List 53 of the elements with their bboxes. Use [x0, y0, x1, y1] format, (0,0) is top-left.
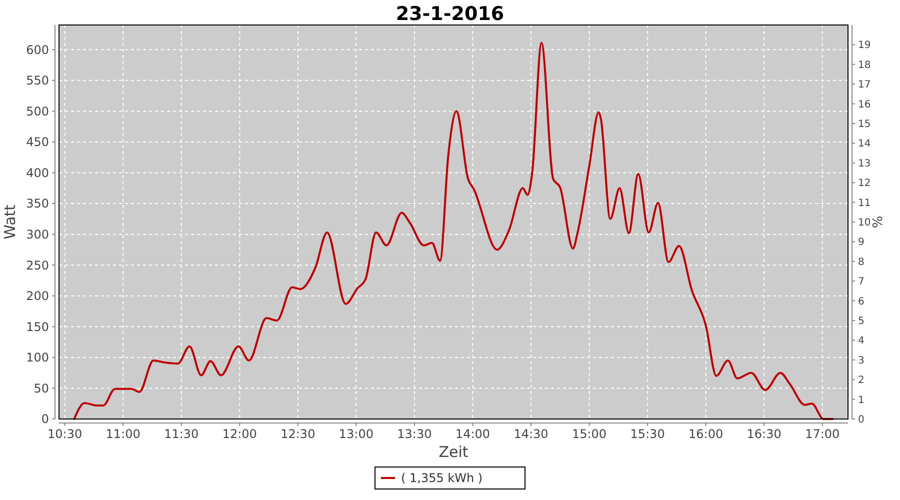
y-tick-label: 150 [26, 320, 49, 334]
y2-tick-label: 10 [858, 218, 871, 228]
x-tick-label: 11:30 [164, 427, 199, 441]
x-tick-label: 13:00 [338, 427, 374, 441]
y-tick-label: 200 [26, 289, 49, 304]
chart-title: 23-1-2016 [396, 3, 504, 25]
y2-tick-label: 17 [858, 80, 871, 91]
y2-tick-label: 7 [858, 276, 864, 288]
y-tick-label: 400 [26, 166, 49, 180]
y2-tick-label: 5 [858, 316, 864, 327]
x-tick-label: 17:00 [805, 427, 840, 441]
y2-tick-label: 9 [858, 237, 864, 248]
y-tick-label: 550 [26, 74, 49, 88]
y2-tick-label: 8 [858, 256, 864, 268]
x-tick-label: 15:30 [630, 427, 665, 441]
y2-tick-label: 12 [858, 178, 871, 190]
x-tick-label: 12:30 [280, 427, 316, 441]
legend-label: ( 1,355 kWh ) [401, 471, 483, 486]
y2-tick-label: 15 [858, 119, 871, 130]
y2-tick-label: 14 [858, 138, 871, 150]
y2-tick-label: 3 [858, 355, 864, 366]
x-tick-label: 11:00 [106, 427, 140, 441]
y2-tick-label: 0 [858, 414, 864, 426]
y2-tick-label: 19 [858, 40, 871, 52]
y-tick-label: 600 [26, 42, 49, 57]
x-tick-label: 12:00 [222, 427, 257, 441]
y-tick-label: 300 [26, 228, 49, 242]
x-tick-label: 13:30 [397, 427, 432, 441]
x-tick-label: 15:00 [572, 427, 607, 441]
y2-tick-label: 2 [858, 375, 864, 386]
y-tick-label: 350 [26, 196, 49, 211]
x-tick-label: 10:30 [48, 427, 82, 441]
y-tick-label: 250 [26, 258, 49, 272]
y2-tick-label: 6 [858, 296, 864, 308]
y2-tick-label: 18 [858, 60, 871, 71]
y-axis-title: Watt [1, 204, 19, 240]
y-tick-label: 50 [34, 381, 49, 396]
y2-axis-title: % [871, 216, 886, 228]
x-tick-label: 14:30 [514, 427, 548, 441]
x-tick-label: 16:30 [746, 427, 782, 441]
x-tick-label: 16:00 [688, 427, 724, 441]
y-tick-label: 100 [26, 350, 49, 365]
x-tick-label: 14:00 [455, 427, 490, 441]
y2-tick-label: 4 [858, 336, 864, 347]
line-series [73, 42, 834, 420]
x-axis-title: Zeit [438, 443, 468, 461]
y2-tick-label: 16 [858, 99, 871, 110]
y-tick-label: 0 [41, 412, 49, 426]
y2-tick-label: 11 [858, 198, 871, 209]
y-tick-label: 450 [26, 135, 49, 150]
y2-tick-label: 1 [858, 394, 864, 406]
y2-tick-label: 13 [858, 158, 871, 170]
y-tick-label: 500 [26, 104, 49, 118]
